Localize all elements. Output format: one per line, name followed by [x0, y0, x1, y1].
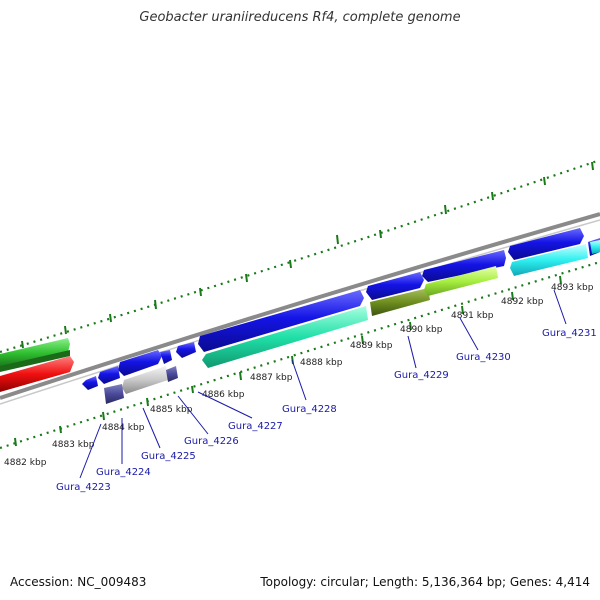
- gene-feature-navy-2[interactable]: [166, 366, 178, 382]
- kbp-label: 4886 kbp: [202, 390, 245, 400]
- gene-feature-gray[interactable]: [122, 366, 168, 394]
- gene-label-gura-4227[interactable]: Gura_4227: [228, 421, 283, 432]
- gene-feature-blue-small-4[interactable]: [98, 366, 120, 384]
- gene-feature-blue-small-2[interactable]: [160, 350, 172, 364]
- gene-feature-red[interactable]: [0, 356, 74, 392]
- map-title: Geobacter uraniireducens Rf4, complete g…: [139, 10, 461, 25]
- gene-feature-blue-2[interactable]: [366, 272, 424, 300]
- kbp-label: 4884 kbp: [102, 423, 145, 433]
- gene-label-gura-4230[interactable]: Gura_4230: [456, 352, 511, 363]
- gene-label-gura-4224[interactable]: Gura_4224: [96, 467, 151, 478]
- gene-label-gura-4226[interactable]: Gura_4226: [184, 436, 239, 447]
- kbp-scale-labels: 4882 kbp 4883 kbp 4884 kbp 4885 kbp 4886…: [4, 283, 594, 468]
- kbp-label: 4889 kbp: [350, 341, 393, 351]
- gene-feature-cyan-2[interactable]: [590, 240, 600, 254]
- gene-label-gura-4231[interactable]: Gura_4231: [542, 328, 597, 339]
- gene-label-gura-4228[interactable]: Gura_4228: [282, 404, 337, 415]
- kbp-label: 4888 kbp: [300, 358, 343, 368]
- gene-feature-dark-green[interactable]: [0, 350, 70, 372]
- gene-feature-blue-1[interactable]: [198, 290, 364, 352]
- kbp-label: 4887 kbp: [250, 373, 293, 383]
- outer-scale-ring: [0, 158, 600, 354]
- gene-feature-cyan[interactable]: [510, 244, 588, 276]
- genome-summary-text: Topology: circular; Length: 5,136,364 bp…: [260, 575, 590, 589]
- accession-text: Accession: NC_009483: [10, 575, 147, 589]
- gene-feature-green[interactable]: [0, 338, 70, 368]
- forward-gene-track: [0, 228, 600, 390]
- kbp-label: 4883 kbp: [52, 440, 95, 450]
- gene-feature-olive[interactable]: [370, 288, 430, 316]
- gene-feature-blue-small-3[interactable]: [176, 342, 196, 358]
- gene-label-gura-4225[interactable]: Gura_4225: [141, 451, 196, 462]
- gene-feature-blue-4[interactable]: [508, 228, 584, 260]
- gene-label-gura-4223[interactable]: Gura_4223: [56, 482, 111, 493]
- gene-labels: Gura_4223 Gura_4224 Gura_4225 Gura_4226 …: [56, 328, 597, 493]
- kbp-label: 4885 kbp: [150, 405, 193, 415]
- gene-feature-navy-1[interactable]: [104, 384, 124, 404]
- kbp-label: 4890 kbp: [400, 325, 443, 335]
- gene-feature-aqua[interactable]: [202, 306, 368, 368]
- gene-feature-lime[interactable]: [424, 266, 498, 296]
- kbp-label: 4893 kbp: [551, 283, 594, 293]
- kbp-label: 4891 kbp: [451, 311, 494, 321]
- label-leader-lines: [79, 289, 567, 479]
- inner-scale-ring: [0, 260, 600, 450]
- kbp-label: 4882 kbp: [4, 458, 47, 468]
- kbp-label: 4892 kbp: [501, 297, 544, 307]
- gene-feature-blue-small-5[interactable]: [82, 376, 98, 390]
- gene-feature-blue-small-1[interactable]: [118, 350, 162, 376]
- reverse-gene-track: [0, 240, 600, 404]
- gene-feature-blue-3[interactable]: [422, 250, 506, 282]
- gene-label-gura-4229[interactable]: Gura_4229: [394, 370, 449, 381]
